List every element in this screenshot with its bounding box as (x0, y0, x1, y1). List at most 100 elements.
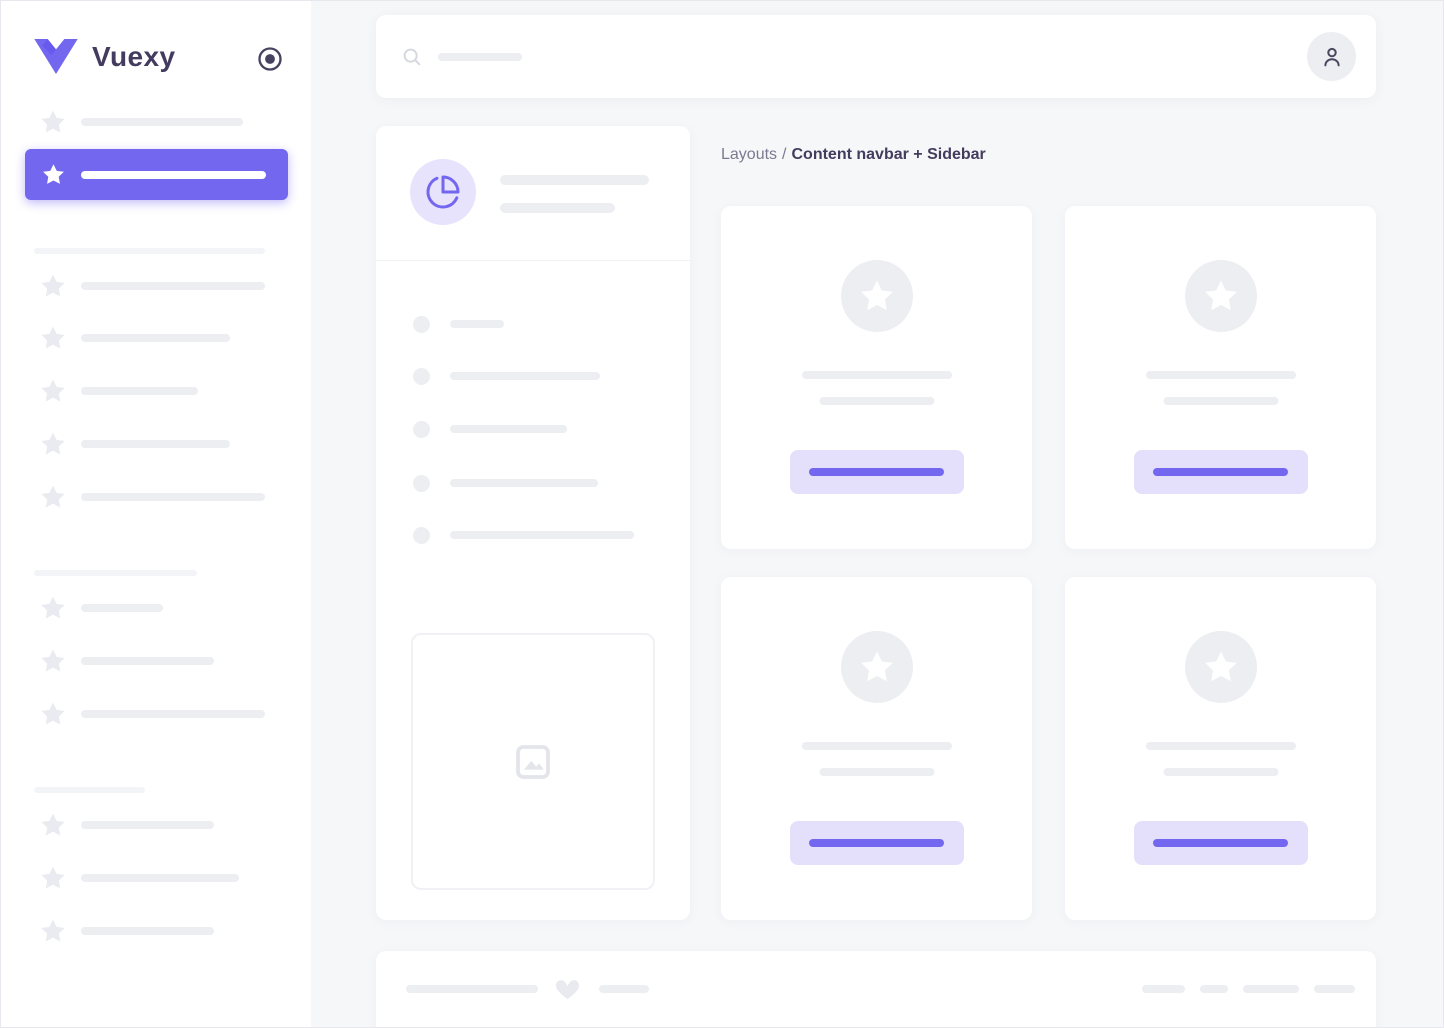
panel-header-bar (500, 175, 649, 185)
sidebar-item-bar (81, 927, 214, 935)
panel-list-item (376, 475, 690, 492)
footer-card (376, 951, 1376, 1027)
search-input[interactable] (376, 15, 936, 98)
panel-header-bar (500, 203, 615, 213)
image-icon (513, 742, 553, 782)
sidebar-section-label (34, 570, 197, 576)
search-placeholder-bar (438, 52, 522, 61)
sidebar-item[interactable] (1, 700, 311, 728)
card-title-bar (801, 371, 952, 379)
panel-list-item (376, 316, 690, 333)
card-subtitle-bar (1163, 397, 1278, 405)
card-action-button[interactable] (1133, 450, 1308, 494)
search-icon (401, 46, 423, 68)
panel-list-item (376, 368, 690, 385)
card-title-bar (1145, 371, 1296, 379)
star-icon (39, 917, 67, 945)
brand-name: Vuexy (92, 40, 176, 72)
star-icon (39, 324, 67, 352)
breadcrumb-separator: / (782, 146, 787, 163)
star-icon (39, 377, 67, 405)
sidebar-section-label (34, 248, 265, 254)
card-action-button[interactable] (1133, 821, 1308, 865)
star-icon (39, 811, 67, 839)
panel-list-item (376, 527, 690, 544)
panel-list-bar (450, 320, 504, 328)
sidebar-item-bar (81, 657, 214, 665)
sidebar-item-bar (81, 821, 214, 829)
sidebar: Vuexy (1, 1, 311, 1027)
sidebar-item[interactable] (1, 864, 311, 892)
footer-link-bar (1142, 985, 1185, 993)
sidebar-item-bar (81, 710, 265, 718)
sidebar-item-bar (81, 282, 265, 290)
sidebar-item-bar (81, 440, 230, 448)
sidebar-item-bar (81, 387, 198, 395)
sidebar-item-bar (81, 493, 265, 501)
panel-list-item (376, 421, 690, 438)
bullet-dot (413, 475, 430, 492)
card-subtitle-bar (819, 768, 934, 776)
bullet-dot (413, 316, 430, 333)
cards-grid (721, 206, 1376, 920)
sidebar-item[interactable] (1, 917, 311, 945)
star-icon (39, 430, 67, 458)
image-placeholder (411, 633, 655, 890)
card-subtitle-bar (819, 397, 934, 405)
sidebar-item[interactable] (1, 377, 311, 405)
footer-text-bar (599, 985, 649, 993)
footer-link-bar (1314, 985, 1355, 993)
star-icon (39, 647, 67, 675)
breadcrumb-current: Content navbar + Sidebar (791, 146, 986, 163)
star-icon (840, 260, 913, 332)
sidebar-item-bar (81, 334, 230, 342)
star-icon (39, 594, 67, 622)
sidebar-item[interactable] (1, 108, 311, 136)
footer-link-bar (1243, 985, 1299, 993)
breadcrumb-parent-link[interactable]: Layouts (721, 146, 778, 163)
footer-link-bar (1200, 985, 1228, 993)
heart-icon (554, 975, 581, 1002)
top-navbar (376, 15, 1376, 98)
user-icon (1320, 45, 1344, 69)
star-icon (41, 162, 66, 187)
footer-links-group (1142, 985, 1355, 993)
side-panel-card (376, 126, 690, 920)
sidebar-item[interactable] (1, 483, 311, 511)
panel-list-bar (450, 531, 634, 539)
sidebar-item-active[interactable] (25, 149, 288, 200)
star-icon (1184, 260, 1257, 332)
sidebar-nav (1, 1, 311, 1027)
panel-list-bar (450, 479, 598, 487)
sidebar-item[interactable] (1, 324, 311, 352)
card-action-button[interactable] (789, 450, 964, 494)
content-card (721, 206, 1032, 549)
panel-header (376, 126, 690, 261)
button-label-bar (809, 468, 944, 476)
sidebar-item[interactable] (1, 430, 311, 458)
sidebar-item-bar (81, 604, 163, 612)
menu-pin-toggle[interactable] (256, 45, 284, 73)
footer-text-bar (406, 985, 538, 993)
star-icon (840, 631, 913, 703)
sidebar-item[interactable] (1, 594, 311, 622)
panel-list-bar (450, 425, 567, 433)
card-title-bar (1145, 742, 1296, 750)
card-subtitle-bar (1163, 768, 1278, 776)
card-title-bar (801, 742, 952, 750)
star-icon (1184, 631, 1257, 703)
content-card (721, 577, 1032, 920)
user-menu-button[interactable] (1307, 32, 1356, 81)
sidebar-section-label (34, 787, 145, 793)
vuexy-logo-icon (34, 39, 78, 74)
brand-logo[interactable]: Vuexy (34, 39, 175, 74)
sidebar-item[interactable] (1, 811, 311, 839)
sidebar-item[interactable] (1, 647, 311, 675)
pie-chart-icon (410, 159, 476, 225)
card-action-button[interactable] (789, 821, 964, 865)
sidebar-item[interactable] (1, 272, 311, 300)
star-icon (39, 108, 67, 136)
sidebar-item-bar (81, 874, 239, 882)
content-card (1065, 206, 1376, 549)
